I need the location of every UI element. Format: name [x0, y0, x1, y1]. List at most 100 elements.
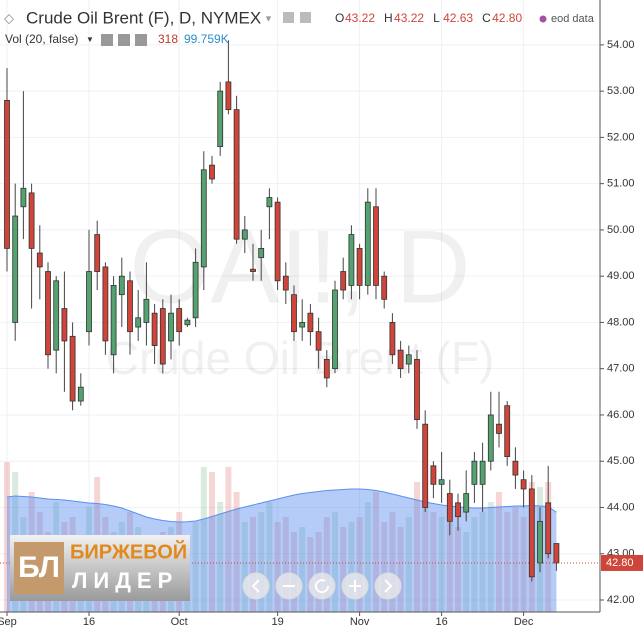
volume-settings-button[interactable]: [101, 34, 113, 46]
header-title: Crude Oil Brent (F), D, NYMEX: [26, 8, 261, 27]
candle-body: [225, 81, 232, 111]
reset-button[interactable]: [308, 572, 336, 600]
y-tick-label: 52.00: [607, 131, 635, 143]
candle-body: [315, 331, 322, 351]
volume-bar: [266, 502, 273, 612]
candle-body: [217, 90, 224, 148]
candle-body: [373, 206, 379, 286]
volume-bar: [250, 517, 256, 612]
volume-bar: [315, 532, 322, 612]
volume-bar: [471, 517, 478, 612]
ohlc-key: L: [433, 11, 440, 25]
volume-bar: [200, 467, 207, 612]
volume-bar: [282, 517, 289, 612]
scroll-right-button[interactable]: [374, 572, 402, 600]
volume-bar: [307, 537, 314, 612]
ohlc-key: H: [384, 11, 393, 25]
candle-body: [496, 423, 502, 434]
candle-body: [282, 275, 289, 291]
y-tick-label: 54.00: [607, 39, 635, 51]
candle-body: [332, 289, 338, 370]
candle-body: [110, 285, 117, 356]
x-tick-label: 16: [435, 616, 447, 628]
x-tick-label: 16: [83, 616, 95, 628]
volume-bar: [496, 492, 502, 612]
scroll-left-button[interactable]: [242, 572, 270, 600]
volume-bar: [487, 502, 494, 612]
candle-body: [4, 99, 10, 249]
candle-body: [127, 280, 133, 333]
y-tick-label: 47.00: [607, 363, 635, 375]
candle-body: [53, 280, 60, 351]
candle-body: [266, 197, 273, 208]
volume-bar: [504, 512, 511, 612]
price-axis: [600, 0, 643, 612]
x-tick-label: Nov: [350, 616, 370, 628]
volume-format-button[interactable]: [118, 34, 130, 46]
volume-bar: [209, 472, 215, 612]
volume-dropdown[interactable]: ▼: [86, 35, 94, 44]
candle-body: [545, 502, 552, 555]
candle-body: [151, 312, 158, 346]
x-tick-label: Dec: [514, 616, 534, 628]
settings-button[interactable]: [283, 12, 294, 23]
navigation-icons: [251, 579, 393, 594]
source-label: eod data: [551, 13, 595, 25]
y-tick-label: 48.00: [607, 316, 635, 328]
watermark-symbol: OAI!, D: [130, 209, 471, 325]
volume-bar: [323, 517, 330, 612]
candle-body: [94, 234, 101, 272]
candle-body: [471, 460, 478, 485]
candle-body: [528, 488, 535, 578]
candle-body: [520, 479, 527, 490]
volume-bar: [479, 512, 486, 612]
candle-body: [405, 354, 412, 365]
candle-body: [258, 248, 265, 259]
candle-body: [45, 271, 51, 356]
volume-bar: [463, 532, 470, 612]
candle-body: [422, 423, 429, 508]
candle-body: [389, 322, 396, 356]
volume-bar: [422, 497, 429, 612]
ohlc-key: O: [335, 11, 344, 25]
volume-bar: [241, 522, 248, 612]
volume-bar: [233, 492, 240, 612]
volume-remove-button[interactable]: [135, 34, 147, 46]
y-tick-label: 42.00: [607, 594, 635, 606]
candle-body: [274, 201, 281, 282]
ohlc-value: 43.22: [345, 11, 375, 25]
x-tick-label: 19: [271, 616, 283, 628]
candle-body: [143, 298, 150, 323]
candle-body: [77, 386, 84, 402]
candle-body: [176, 308, 183, 333]
volume-bar: [364, 502, 371, 612]
candle-body: [356, 248, 363, 286]
candle-body: [307, 312, 314, 333]
hide-button[interactable]: [300, 12, 311, 23]
y-tick-label: 51.00: [607, 178, 635, 190]
volume-bar: [446, 522, 453, 612]
candle-body: [348, 234, 355, 286]
volume-ma-last: 99.759K: [184, 32, 229, 46]
volume-bar: [192, 522, 199, 612]
x-tick-label: Sep: [0, 616, 17, 628]
candle-body: [291, 294, 297, 333]
ohlc-value: 43.22: [394, 11, 424, 25]
candle-body: [446, 493, 453, 522]
volume-bar: [373, 492, 379, 612]
header-dropdown[interactable]: ▼: [264, 13, 273, 23]
candle-body: [102, 266, 109, 342]
candle-body: [537, 520, 543, 564]
symbol-icon: ◇: [4, 10, 14, 25]
candle-body: [241, 229, 248, 240]
candle-body: [233, 109, 240, 240]
volume-bar: [520, 517, 527, 612]
volume-bar: [512, 507, 519, 612]
volume-bar: [274, 522, 281, 612]
volume-bar: [381, 522, 388, 612]
candle-body: [209, 164, 215, 180]
candle-body: [397, 349, 404, 370]
last-price-label: 42.80: [606, 557, 634, 569]
volume-bar: [397, 527, 404, 612]
logo-line2: ЛИДЕР: [72, 568, 178, 593]
